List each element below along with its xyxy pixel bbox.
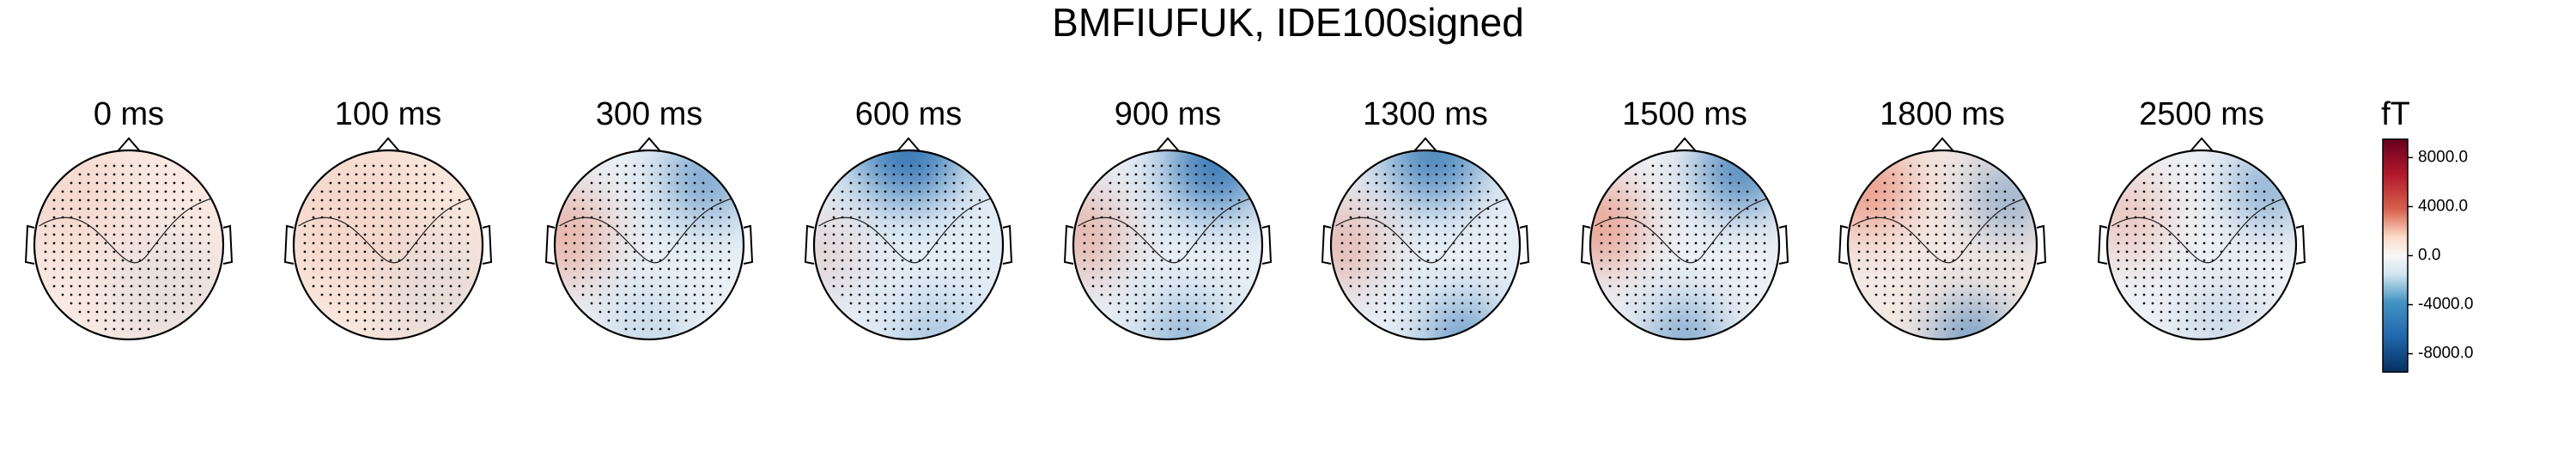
field-blob [856, 150, 961, 203]
nose [1673, 137, 1697, 152]
panel-label: 0 ms [94, 96, 164, 132]
ear-right [222, 224, 234, 265]
topomap [814, 150, 1003, 339]
colorbar-tick-label: 0.0 [2418, 247, 2440, 265]
ear-left [1838, 224, 1849, 265]
head-outline [553, 149, 745, 341]
ear-right [482, 224, 493, 265]
ear-left [2097, 224, 2108, 265]
contour [39, 197, 215, 264]
panel-label: 600 ms [855, 96, 963, 132]
ear-right [1002, 224, 1013, 265]
field-blob [1933, 302, 2008, 339]
field-blob [2107, 174, 2169, 259]
head-outline [1072, 149, 1264, 341]
field-blob [2230, 150, 2296, 226]
panel-label: 1300 ms [1363, 96, 1488, 132]
panel-label: 300 ms [596, 96, 703, 132]
contour [818, 197, 994, 264]
ear-right [2036, 224, 2047, 265]
contour [1852, 197, 2028, 264]
panel-label: 100 ms [335, 96, 442, 132]
ear-left [283, 224, 295, 265]
ear-left [1063, 224, 1074, 265]
topomap [1073, 150, 1262, 339]
head-outline [292, 149, 484, 341]
contour [1335, 197, 1511, 264]
nose [1930, 137, 1954, 152]
field-blob [34, 150, 129, 254]
field-blob [555, 188, 611, 283]
contour [1078, 197, 1254, 264]
field-blob [379, 235, 483, 339]
topomap [1331, 150, 1520, 339]
head-outline [33, 149, 225, 341]
colorbar-tick-label: 8000.0 [2418, 148, 2468, 166]
field-blob [1073, 192, 1126, 278]
ear-left [1580, 224, 1591, 265]
field-blob [1331, 202, 1383, 288]
head-outline [1329, 149, 1522, 341]
head-outline [1846, 149, 2038, 341]
topomap [1848, 150, 2037, 339]
contour [2111, 197, 2287, 264]
panel-label: 1500 ms [1622, 96, 1747, 132]
ear-left [804, 224, 815, 265]
field-blob [814, 217, 861, 292]
topomap [555, 150, 744, 339]
nose [637, 137, 661, 152]
ear-left [1321, 224, 1332, 265]
topomap [294, 150, 483, 339]
contour [1595, 197, 1771, 264]
colorbar-label: fT [2381, 96, 2410, 132]
topomap [2107, 150, 2296, 339]
panel-label: 2500 ms [2139, 96, 2264, 132]
nose [1156, 137, 1180, 152]
head-fill [1331, 150, 1520, 339]
colorbar-tick-label: -8000.0 [2418, 345, 2473, 363]
contour [298, 197, 474, 264]
head-outline [2105, 149, 2298, 341]
ear-left [24, 224, 35, 265]
title: BMFIUFUK, IDE100signed [1052, 0, 1524, 45]
colorbar-tick-label: 4000.0 [2418, 197, 2468, 215]
field-blob [899, 302, 975, 339]
field-blob [1388, 150, 1482, 203]
ear-left [544, 224, 556, 265]
ear-right [1261, 224, 1273, 265]
colorbar [2382, 138, 2409, 373]
panel-label: 1800 ms [1880, 96, 2005, 132]
nose [1413, 137, 1437, 152]
field-blob [611, 292, 687, 339]
ear-right [743, 224, 754, 265]
head-fill [814, 150, 1003, 339]
nose [117, 137, 141, 152]
head-outline [812, 149, 1005, 341]
colorbar-tick-label: -4000.0 [2418, 296, 2473, 314]
contour [559, 197, 735, 264]
ear-right [1519, 224, 1530, 265]
nose [896, 137, 920, 152]
ear-right [1778, 224, 1789, 265]
field-blob [1590, 183, 1643, 269]
head-outline [1589, 149, 1781, 341]
topomap [34, 150, 223, 339]
nose [376, 137, 400, 152]
panel-label: 900 ms [1115, 96, 1222, 132]
ear-right [2295, 224, 2306, 265]
nose [2190, 137, 2214, 152]
field-blob [1168, 150, 1262, 212]
